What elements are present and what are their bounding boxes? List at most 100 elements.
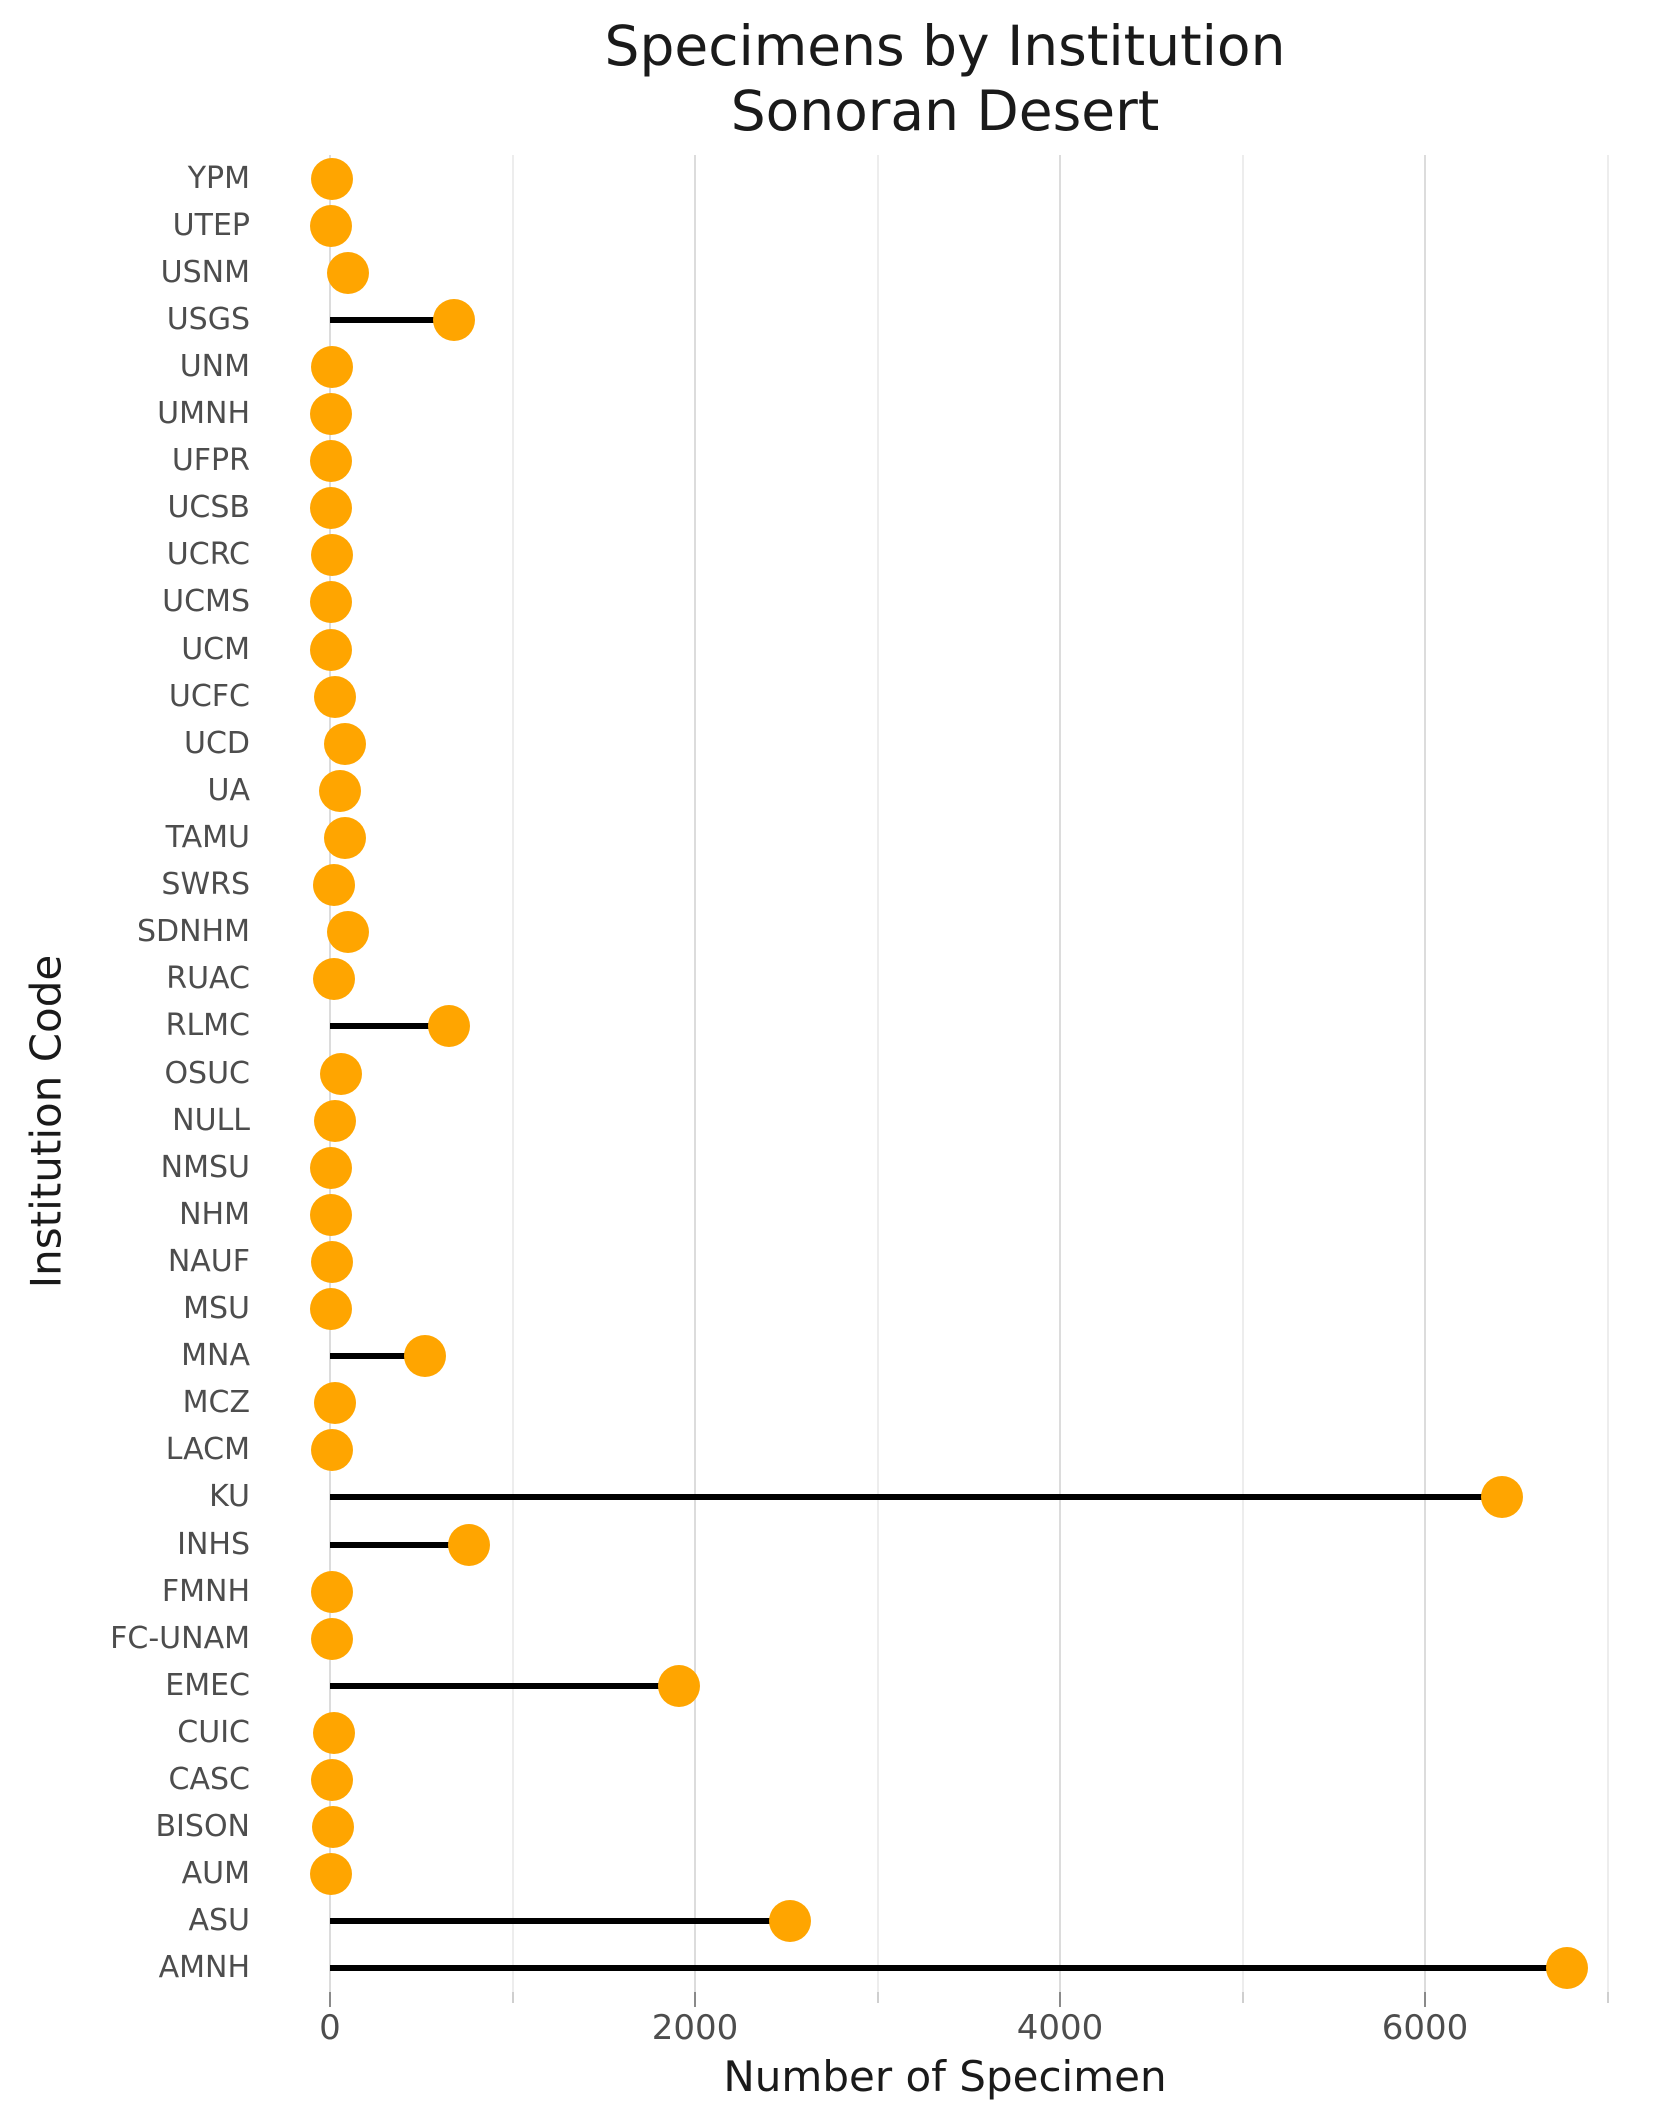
lollipop-dot (327, 911, 370, 954)
category-label: UTEP (172, 207, 250, 243)
major-tick-mark (1424, 1992, 1426, 2007)
lollipop-dot (310, 1617, 353, 1660)
category-label: UCM (181, 631, 250, 667)
category-label: RUAC (166, 961, 250, 997)
category-label: NHM (179, 1196, 250, 1232)
lollipop-stem (330, 1541, 469, 1548)
lollipop-dot (309, 393, 352, 436)
lollipop-stem (330, 1023, 449, 1030)
category-label: USGS (166, 301, 250, 337)
category-label: USNM (160, 254, 250, 290)
lollipop-dot (310, 1429, 353, 1472)
category-label: NAUF (167, 1243, 250, 1279)
category-label: UCFC (168, 678, 250, 714)
category-label: CUIC (177, 1714, 250, 1750)
minor-tick-mark (1241, 1992, 1244, 2003)
lollipop-dot (313, 675, 356, 718)
category-label: RLMC (165, 1008, 250, 1044)
minor-gridline (1241, 155, 1244, 1992)
lollipop-dot (309, 1853, 352, 1896)
lollipop-dot (310, 534, 353, 577)
x-tick-label: 4000 (1016, 2008, 1104, 2048)
lollipop-dot (309, 628, 352, 671)
lollipop-dot (309, 581, 352, 624)
category-label: UMNH (157, 396, 250, 432)
category-label: TAMU (165, 819, 250, 855)
chart-title-line1: Specimens by Institution (604, 14, 1286, 78)
lollipop-dot (314, 1099, 357, 1142)
category-label: UCRC (166, 537, 250, 573)
category-label: MSU (183, 1291, 250, 1326)
category-label: SDNHM (136, 914, 250, 950)
lollipop-dot (309, 440, 352, 483)
lollipop-dot (447, 1523, 490, 1566)
lollipop-dot (309, 487, 352, 530)
category-label: MNA (181, 1338, 250, 1374)
lollipop-dot (309, 204, 352, 247)
category-label: UNM (179, 348, 250, 384)
major-tick-mark (694, 1992, 696, 2007)
x-axis-title: Number of Specimen (723, 2052, 1167, 2101)
minor-gridline (876, 155, 879, 1992)
lollipop-dot (319, 769, 362, 812)
lollipop-dot (327, 251, 370, 294)
category-label: AMNH (158, 1950, 250, 1986)
lollipop-stem (330, 1494, 1502, 1501)
chart-title-line2: Sonoran Desert (730, 78, 1160, 143)
lollipop-dot (403, 1335, 446, 1378)
category-label: BISON (155, 1809, 250, 1845)
lollipop-dot (312, 864, 355, 907)
category-label: NMSU (160, 1149, 250, 1185)
category-label: UFPR (171, 443, 250, 479)
x-tick-label: 2000 (651, 2008, 739, 2048)
minor-tick-mark (876, 1992, 879, 2003)
major-tick-mark (1059, 1992, 1061, 2007)
lollipop-dot (314, 1382, 357, 1425)
lollipop-dot (310, 1240, 353, 1283)
category-label: LACM (165, 1432, 250, 1468)
chart-title: Specimens by Institution Sonoran Desert (265, 14, 1625, 144)
lollipop-dot (312, 958, 355, 1001)
category-label: UCMS (162, 584, 250, 620)
minor-gridline (511, 155, 514, 1992)
category-label: INHS (177, 1526, 250, 1562)
x-tick-label: 0 (319, 2008, 341, 2048)
major-gridline (1059, 155, 1061, 1992)
lollipop-stem (330, 1682, 679, 1689)
category-label: EMEC (165, 1667, 250, 1703)
minor-tick-mark (511, 1992, 514, 2003)
category-label: UCSB (167, 490, 250, 526)
x-tick-label: 6000 (1381, 2008, 1469, 2048)
lollipop-dot (319, 1052, 362, 1095)
lollipop-dot (768, 1900, 811, 1943)
major-tick-mark (329, 1992, 331, 2007)
minor-tick-mark (1606, 1992, 1609, 2003)
category-label: NULL (172, 1102, 250, 1138)
minor-gridline (1606, 155, 1609, 1992)
lollipop-dot (309, 1146, 352, 1189)
category-label: FC-UNAM (110, 1620, 250, 1656)
lollipop-dot (309, 1288, 352, 1330)
category-label: AUM (181, 1856, 250, 1892)
lollipop-dot (311, 1806, 354, 1849)
lollipop-dot (1546, 1947, 1589, 1990)
category-label: SWRS (161, 867, 250, 903)
category-label: CASC (168, 1762, 250, 1798)
category-label: UA (207, 772, 250, 808)
lollipop-dot (657, 1664, 700, 1707)
lollipop-stem (330, 316, 455, 323)
category-label: ASU (188, 1903, 250, 1939)
lollipop-dot (433, 298, 476, 341)
lollipop-stem (330, 1918, 790, 1925)
lollipop-stem (330, 1353, 425, 1360)
category-label: KU (209, 1479, 250, 1515)
lollipop-dot (312, 1711, 355, 1754)
lollipop-stem (330, 1965, 1568, 1972)
major-gridline (1424, 155, 1426, 1992)
lollipop-dot (310, 345, 353, 388)
lollipop-dot (310, 1759, 353, 1802)
category-label: MCZ (182, 1385, 250, 1421)
lollipop-dot (1480, 1476, 1523, 1519)
lollipop-dot (310, 1570, 353, 1613)
